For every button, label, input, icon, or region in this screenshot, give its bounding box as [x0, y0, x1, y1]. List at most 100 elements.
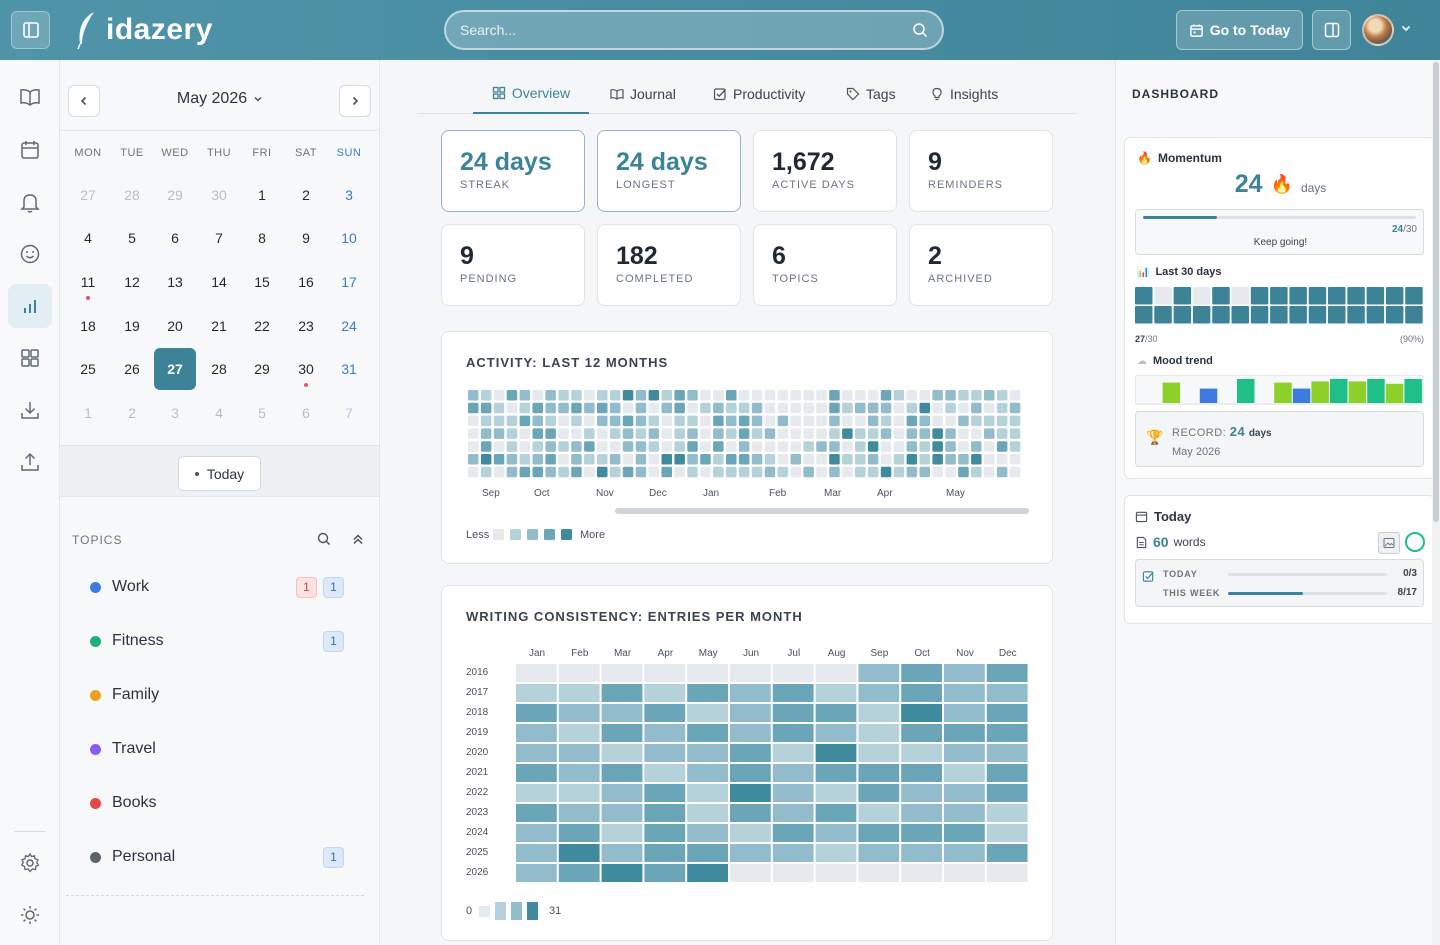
entry-dot: [86, 296, 90, 300]
calendar-day[interactable]: 20: [154, 305, 196, 347]
calendar-day[interactable]: 6: [285, 392, 327, 434]
flame-icon: 🔥: [1270, 174, 1293, 194]
calendar-day[interactable]: 23: [285, 305, 327, 347]
calendar-day-number: 6: [302, 405, 310, 421]
calendar-day[interactable]: 8: [241, 217, 283, 259]
consistency-year-label: 2018: [466, 707, 489, 718]
calendar-day[interactable]: 28: [111, 174, 153, 216]
prev-month-button[interactable]: [68, 85, 100, 117]
calendar-day[interactable]: 5: [241, 392, 283, 434]
toggle-panel-button[interactable]: [1312, 10, 1351, 50]
calendar-day-number: 4: [215, 405, 223, 421]
calendar-day[interactable]: 30: [285, 348, 327, 390]
calendar-day[interactable]: 18: [67, 305, 109, 347]
calendar-day[interactable]: 1: [241, 174, 283, 216]
rail-calendar-button[interactable]: [8, 128, 52, 172]
calendar-day[interactable]: 11: [67, 261, 109, 303]
image-button[interactable]: [1378, 532, 1400, 554]
calendar-day[interactable]: 29: [154, 174, 196, 216]
chevron-down-icon[interactable]: [1400, 22, 1412, 34]
heatmap-scrollbar[interactable]: [615, 508, 1029, 514]
calendar-day[interactable]: 7: [198, 217, 240, 259]
calendar-day[interactable]: 14: [198, 261, 240, 303]
calendar-day[interactable]: 27: [67, 174, 109, 216]
calendar-day[interactable]: 16: [285, 261, 327, 303]
app-logo[interactable]: idazery: [74, 8, 213, 52]
calendar-day[interactable]: 19: [111, 305, 153, 347]
calendar-day[interactable]: 15: [241, 261, 283, 303]
activity-cell: [468, 402, 479, 414]
checkbox-icon: [1142, 571, 1154, 582]
rail-export-button[interactable]: [8, 440, 52, 484]
page-scrollbar[interactable]: [1432, 60, 1440, 945]
tab-productivity[interactable]: Productivity: [713, 74, 805, 114]
avatar[interactable]: [1362, 14, 1394, 46]
calendar-day[interactable]: 9: [285, 217, 327, 259]
status-circle-icon[interactable]: [1405, 532, 1425, 552]
calendar-day[interactable]: 25: [67, 348, 109, 390]
calendar-day[interactable]: 13: [154, 261, 196, 303]
activity-cell: [493, 402, 505, 414]
search-input[interactable]: [460, 12, 890, 48]
topic-item[interactable]: Travel: [78, 732, 358, 766]
go-to-today-button[interactable]: Go to Today: [1176, 10, 1303, 50]
calendar-day[interactable]: 6: [154, 217, 196, 259]
calendar-day[interactable]: 10: [328, 217, 370, 259]
scrollbar-thumb[interactable]: [1433, 62, 1439, 522]
month-picker[interactable]: May 2026: [160, 90, 280, 108]
rail-import-button[interactable]: [8, 388, 52, 432]
next-month-button[interactable]: [339, 85, 371, 117]
consistency-card: WRITING CONSISTENCY: ENTRIES PER MONTH J…: [441, 585, 1053, 941]
calendar-day[interactable]: 4: [67, 217, 109, 259]
calendar-day[interactable]: 22: [241, 305, 283, 347]
tab-tags[interactable]: Tags: [846, 74, 896, 114]
tab-overview[interactable]: Overview: [473, 74, 589, 114]
rail-stats-button[interactable]: [8, 284, 52, 328]
calendar-day[interactable]: 12: [111, 261, 153, 303]
toggle-sidebar-button[interactable]: [11, 11, 50, 49]
calendar-day[interactable]: 31: [328, 348, 370, 390]
topic-item[interactable]: Fitness 1: [78, 624, 358, 658]
search-icon[interactable]: [912, 22, 928, 38]
calendar-day[interactable]: 1: [67, 392, 109, 434]
calendar-day[interactable]: 30: [198, 174, 240, 216]
rail-theme-button[interactable]: [8, 893, 52, 937]
calendar-day[interactable]: 3: [154, 392, 196, 434]
activity-cell: [480, 441, 492, 452]
chevron-right-icon: [352, 96, 359, 106]
calendar-day[interactable]: 17: [328, 261, 370, 303]
topic-item[interactable]: Family: [78, 678, 358, 712]
calendar-day[interactable]: 26: [111, 348, 153, 390]
calendar-day[interactable]: 7: [328, 392, 370, 434]
calendar-day[interactable]: 2: [111, 392, 153, 434]
consistency-cell: [901, 844, 942, 862]
rail-journal-button[interactable]: [8, 75, 52, 119]
rail-reminders-button[interactable]: [8, 180, 52, 224]
topic-item[interactable]: Books: [78, 786, 358, 820]
calendar-day[interactable]: 5: [111, 217, 153, 259]
tab-insights[interactable]: Insights: [930, 74, 998, 114]
rail-apps-button[interactable]: [8, 336, 52, 380]
calendar-day[interactable]: 29: [241, 348, 283, 390]
activity-cell: [545, 402, 556, 414]
tab-journal[interactable]: Journal: [610, 74, 676, 114]
collapse-icon[interactable]: [350, 531, 366, 547]
calendar-day[interactable]: 3: [328, 174, 370, 216]
topic-item[interactable]: Work 1 1: [78, 570, 358, 604]
calendar-day[interactable]: 4: [198, 392, 240, 434]
activity-cell: [700, 402, 711, 414]
calendar-day[interactable]: 24: [328, 305, 370, 347]
rail-mood-button[interactable]: [8, 232, 52, 276]
today-button[interactable]: Today: [178, 456, 261, 491]
calendar-day[interactable]: 27: [154, 348, 196, 390]
calendar-day[interactable]: 2: [285, 174, 327, 216]
calendar-day[interactable]: 21: [198, 305, 240, 347]
activity-cell: [971, 402, 982, 414]
topic-item[interactable]: Personal 1: [78, 840, 358, 874]
consistency-cell: [558, 704, 600, 722]
search-box[interactable]: [444, 10, 944, 50]
book-open-icon: [610, 89, 624, 100]
search-icon[interactable]: [316, 531, 332, 547]
calendar-day[interactable]: 28: [198, 348, 240, 390]
rail-settings-button[interactable]: [8, 841, 52, 885]
